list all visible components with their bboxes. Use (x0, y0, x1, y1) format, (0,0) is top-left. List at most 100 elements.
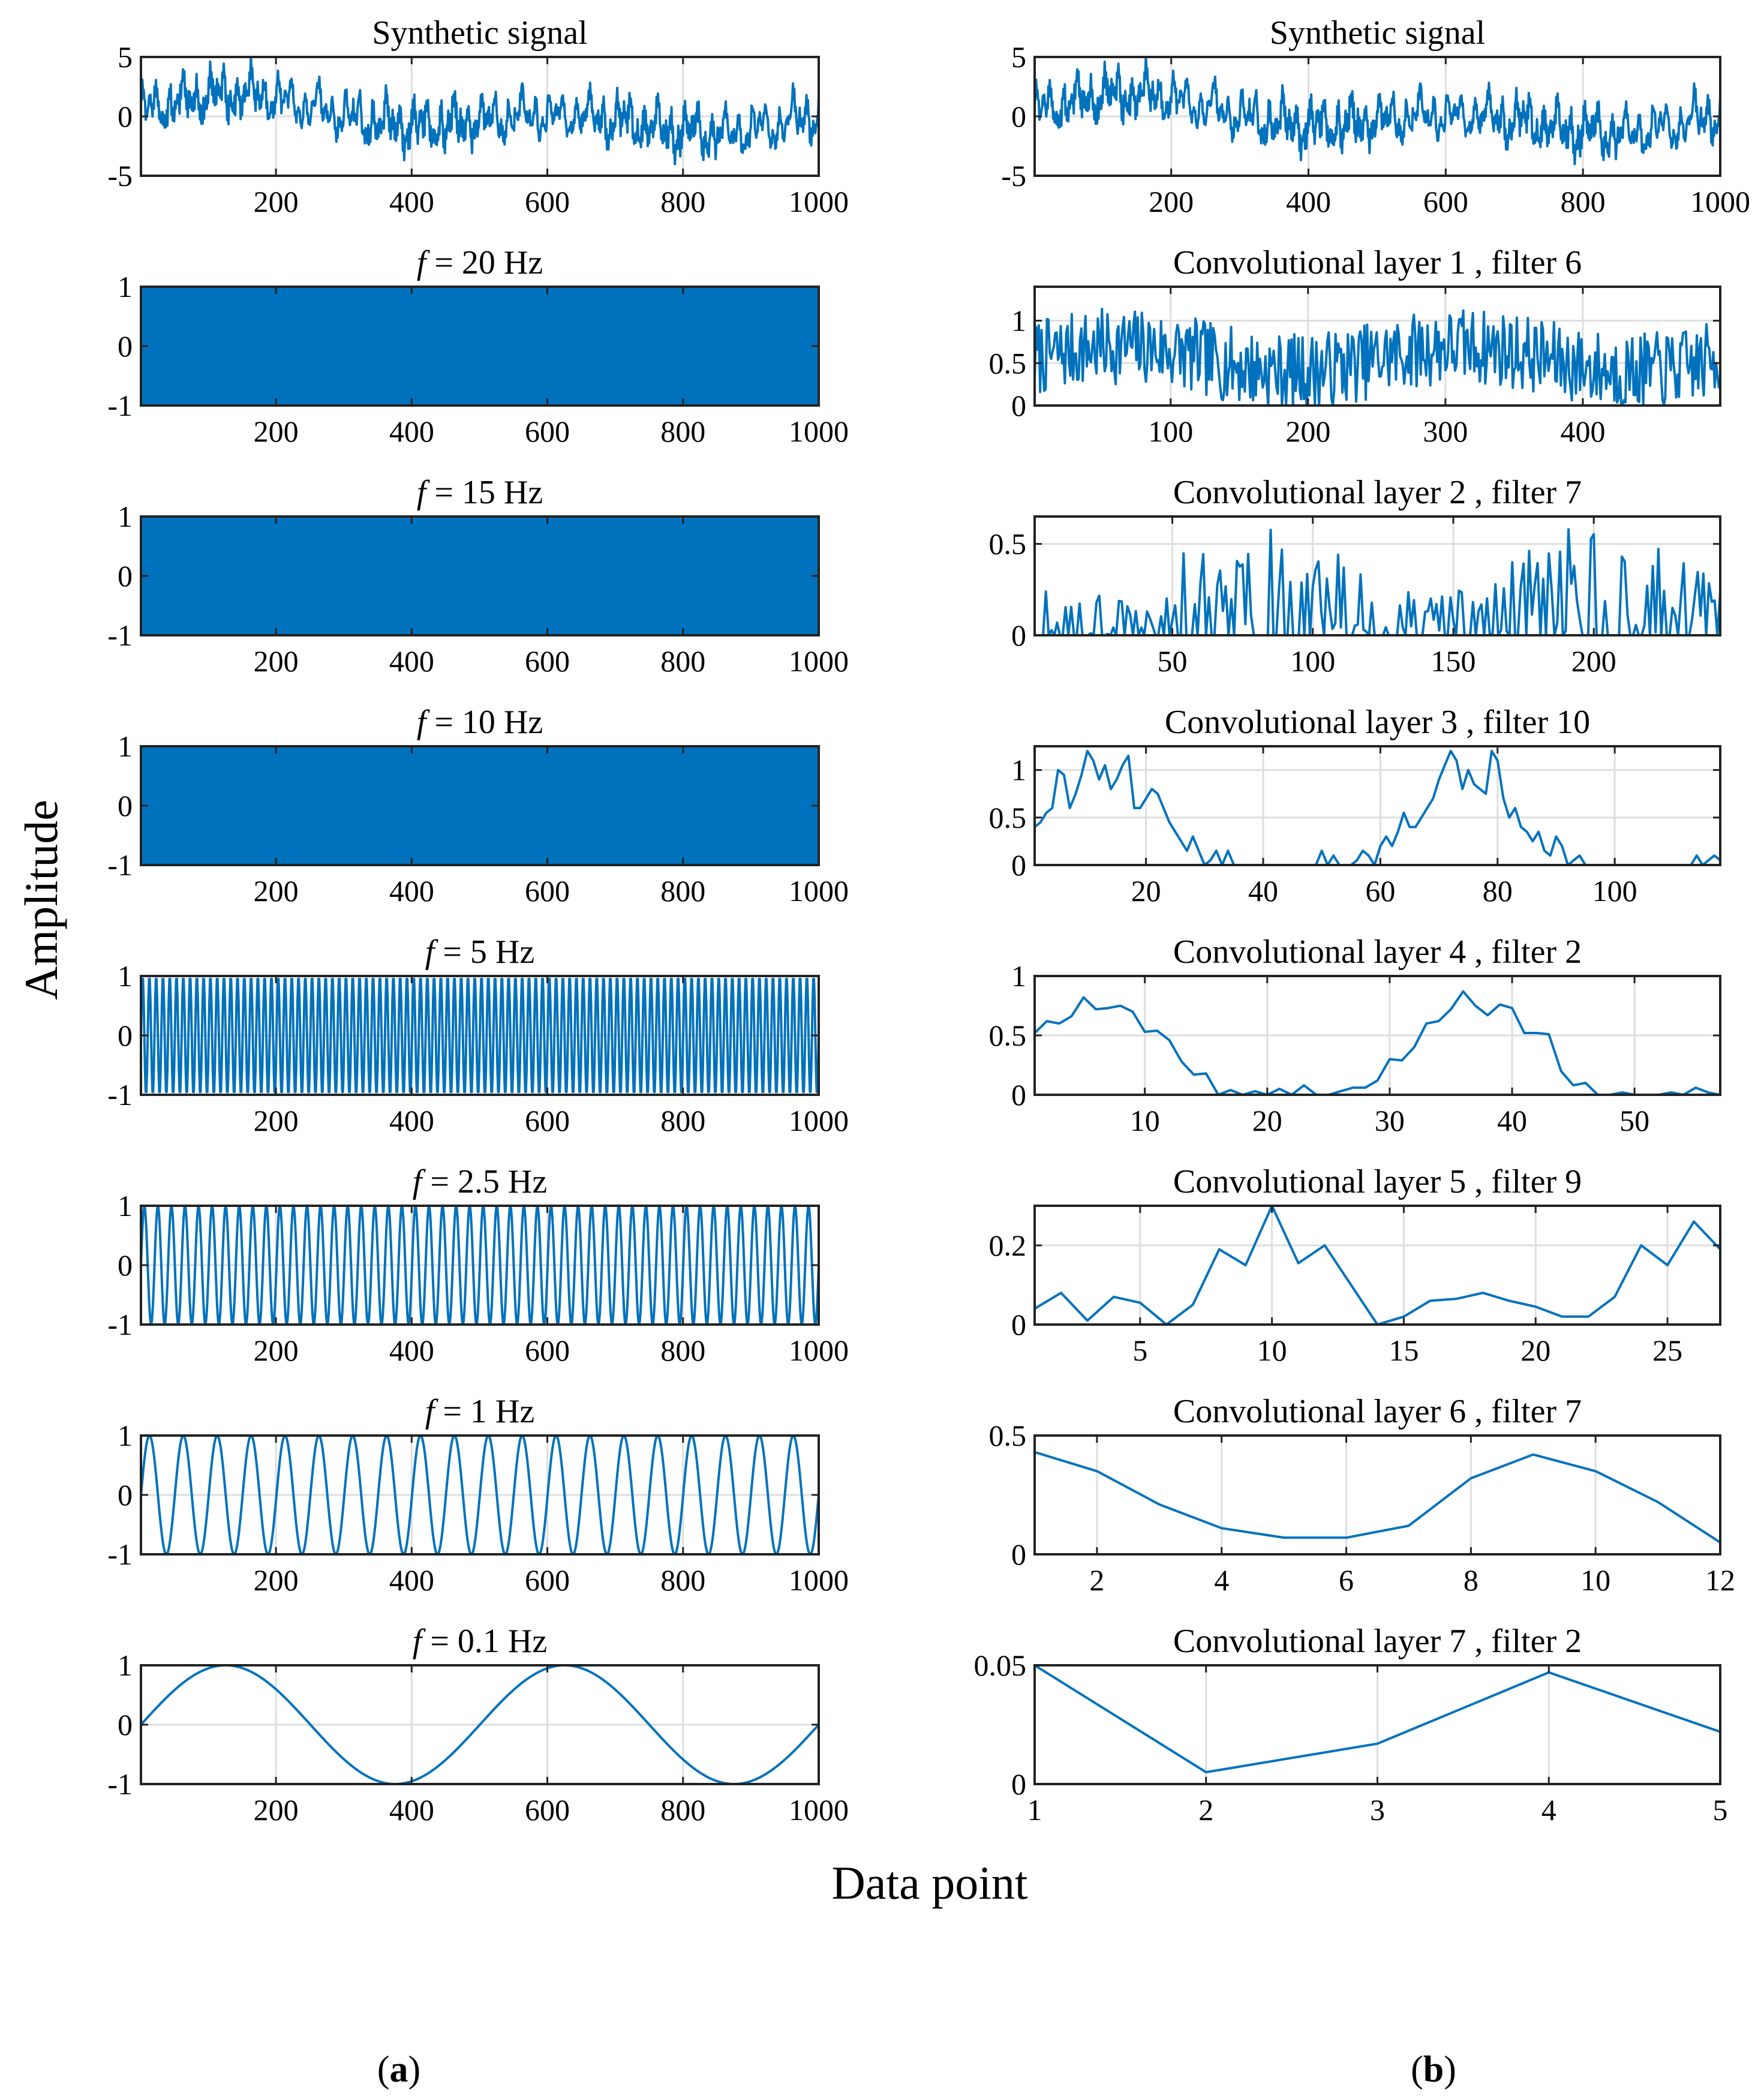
x-tick-label: 800 (660, 1104, 705, 1137)
axes-box (140, 975, 820, 1096)
axes-box (140, 515, 820, 636)
x-axis-label: Data point (831, 1857, 1027, 1909)
series-line (141, 977, 819, 1094)
x-tick-label: 6 (1339, 1563, 1354, 1597)
chart-title: Convolutional layer 4 , filter 2 (1173, 933, 1582, 971)
chart-title: Convolutional layer 6 , filter 7 (1173, 1393, 1582, 1430)
chart-title: Synthetic signal (372, 14, 587, 52)
y-tick-label: 0 (118, 1019, 133, 1052)
x-tick-label: 15 (1389, 1334, 1419, 1367)
x-tick-label: 600 (525, 874, 570, 908)
x-tick-label: 4 (1214, 1563, 1229, 1597)
y-tick-label: -1 (107, 1538, 133, 1571)
x-tick-label: 400 (389, 644, 434, 678)
series-line (141, 517, 819, 635)
x-tick-label: 800 (660, 415, 705, 448)
chart-title: f = 1 Hz (425, 1393, 534, 1430)
axes-box (140, 1205, 820, 1326)
x-tick-label: 400 (389, 1334, 434, 1367)
x-tick-label: 600 (525, 644, 570, 678)
series-line (1035, 1206, 1720, 1325)
chart-title: Convolutional layer 3 , filter 10 (1165, 704, 1590, 741)
y-tick-label: 0 (118, 100, 133, 133)
chart-panel-a-5: 200 400 600 800 1000 -1 0 1 f = 2.5 Hz (107, 1163, 849, 1367)
x-tick-label: 1000 (789, 1334, 849, 1367)
y-tick-label: 1 (118, 270, 133, 304)
axes-box (140, 56, 820, 177)
axes-box (1033, 745, 1721, 866)
chart-title: f = 5 Hz (425, 933, 534, 971)
x-tick-label: 400 (389, 415, 434, 448)
x-tick-label: 400 (389, 1563, 434, 1597)
chart-panel-b-3: 20 40 60 80 100 0 0.5 1 Convolutional layer 3 , … (989, 704, 1721, 908)
y-tick-label: -5 (1001, 159, 1026, 193)
x-tick-label: 400 (389, 1793, 434, 1827)
caption-a: (a) (377, 2049, 420, 2090)
x-tick-label: 150 (1431, 644, 1475, 678)
chart-panel-b-5: 5 10 15 20 25 0 0.2 Convolutional layer 5 , fil… (989, 1163, 1721, 1367)
x-tick-label: 3 (1370, 1793, 1385, 1827)
x-tick-label: 20 (1520, 1334, 1550, 1367)
x-tick-label: 100 (1290, 644, 1335, 678)
y-tick-label: -1 (107, 1308, 133, 1341)
y-tick-label: -5 (107, 159, 133, 193)
x-tick-label: 400 (1286, 185, 1331, 218)
y-tick-label: 1 (118, 729, 133, 763)
axes-box (1033, 515, 1721, 636)
x-tick-label: 800 (660, 644, 705, 678)
x-tick-label: 200 (1285, 415, 1330, 448)
y-tick-label: 1 (118, 1189, 133, 1223)
axes-box (1033, 286, 1721, 407)
y-tick-label: -1 (107, 1078, 133, 1112)
axes-box (1033, 56, 1721, 177)
x-tick-label: 400 (389, 1104, 434, 1137)
caption-b: (b) (1411, 2049, 1456, 2090)
x-tick-label: 1000 (789, 644, 849, 678)
y-tick-label: 0.5 (989, 1419, 1027, 1452)
y-tick-label: 0.5 (989, 1019, 1027, 1052)
axes-box (1033, 1664, 1721, 1785)
chart-panel-a-6: 200 400 600 800 1000 -1 0 1 f = 1 Hz (107, 1393, 849, 1597)
chart-panel-b-4: 10 20 30 40 50 0 0.5 1 Convolutional layer 4 , f… (989, 933, 1721, 1137)
y-tick-label: 1 (1011, 959, 1026, 993)
chart-panel-b-0: 200 400 600 800 1000 -5 0 5 Synthetic signal (1001, 14, 1750, 218)
axes-box (1033, 975, 1721, 1096)
x-tick-label: 200 (254, 1334, 299, 1367)
x-tick-label: 1000 (1690, 185, 1750, 218)
chart-panel-a-1: 200 400 600 800 1000 -1 0 1 f = 20 Hz (107, 244, 849, 448)
x-tick-label: 60 (1365, 874, 1395, 908)
y-tick-label: 5 (118, 40, 133, 74)
x-tick-label: 200 (254, 644, 299, 678)
y-tick-label: 0 (118, 1248, 133, 1282)
chart-panel-a-3: 200 400 600 800 1000 -1 0 1 f = 10 Hz (107, 704, 849, 908)
y-tick-label: -1 (107, 389, 133, 422)
x-tick-label: 600 (525, 185, 570, 218)
series-line (1035, 57, 1720, 166)
x-tick-label: 200 (254, 415, 299, 448)
chart-title: Convolutional layer 5 , filter 9 (1173, 1163, 1582, 1200)
x-tick-label: 600 (525, 1793, 570, 1827)
chart-title: Convolutional layer 7 , filter 2 (1173, 1623, 1582, 1660)
y-axis-label: Amplitude (15, 800, 67, 1000)
x-tick-label: 2 (1089, 1563, 1104, 1597)
y-tick-label: 0 (118, 789, 133, 822)
chart-title: f = 15 Hz (417, 474, 543, 511)
y-tick-label: -1 (107, 848, 133, 882)
y-tick-label: 1 (1011, 304, 1026, 338)
x-tick-label: 200 (254, 1793, 299, 1827)
x-tick-label: 1000 (789, 185, 849, 218)
x-tick-label: 800 (660, 185, 705, 218)
x-tick-label: 200 (254, 874, 299, 908)
y-tick-label: -1 (107, 1767, 133, 1801)
x-tick-label: 2 (1198, 1793, 1213, 1827)
chart-panel-b-7: 1 2 3 4 5 0 0.05 Convolutional layer 7 , filter… (974, 1623, 1728, 1827)
x-tick-label: 30 (1375, 1104, 1405, 1137)
y-tick-label: 0 (118, 1708, 133, 1741)
chart-panel-b-2: 50 100 150 200 0 0.5 Convolutional layer 2 , f… (989, 474, 1721, 678)
x-tick-label: 400 (389, 185, 434, 218)
x-tick-label: 800 (1561, 185, 1606, 218)
series-line (1035, 1665, 1720, 1774)
axes-box (140, 745, 820, 866)
